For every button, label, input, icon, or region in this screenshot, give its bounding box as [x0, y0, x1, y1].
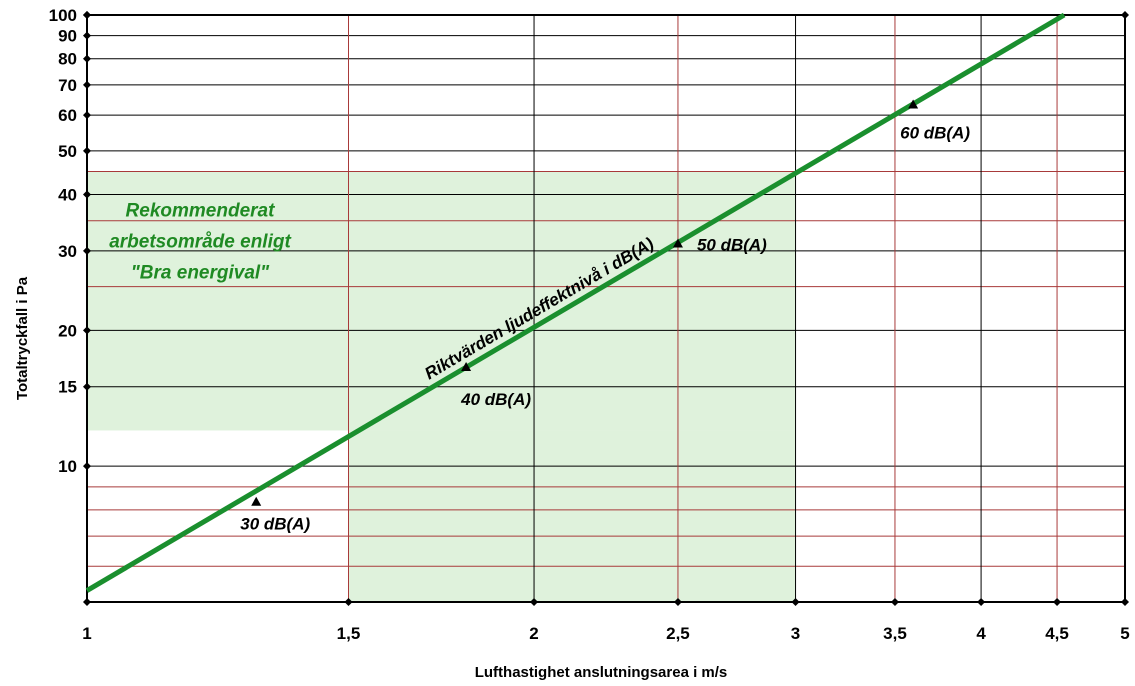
x-tick-label: 2,5 — [666, 624, 690, 643]
x-tick-marker — [83, 598, 91, 606]
y-tick-label: 10 — [58, 457, 77, 476]
region-label-line: Rekommenderat — [126, 200, 276, 221]
y-tick-marker — [83, 462, 91, 471]
corner-marker — [1121, 11, 1129, 19]
x-tick-marker — [1121, 598, 1129, 606]
y-tick-marker — [83, 146, 91, 155]
y-tick-marker — [83, 31, 91, 40]
x-tick-label: 3 — [791, 624, 800, 643]
y-tick-label: 60 — [58, 106, 77, 125]
x-tick-marker — [791, 598, 800, 606]
x-tick-label: 1 — [82, 624, 91, 643]
x-axis-title: Lufthastighet anslutningsarea i m/s — [475, 664, 728, 681]
plot-frame — [86, 14, 1126, 603]
x-tick-label: 4 — [976, 624, 986, 643]
marker-label: 60 dB(A) — [900, 124, 970, 143]
y-axis-title: Totaltryckfall i Pa — [14, 276, 31, 400]
marker-triangle — [251, 496, 262, 506]
y-tick-marker — [83, 54, 91, 63]
marker-triangle — [672, 238, 683, 248]
y-tick-marker — [83, 111, 91, 120]
series-line — [85, 12, 1066, 593]
recommended-region — [87, 171, 796, 602]
x-tick-label: 5 — [1120, 624, 1129, 643]
x-tick-marker — [673, 598, 682, 606]
x-tick-label: 4,5 — [1045, 624, 1069, 643]
y-tick-label: 90 — [58, 27, 77, 46]
y-tick-label: 100 — [49, 6, 77, 25]
y-tick-marker — [83, 326, 91, 335]
x-tick-marker — [344, 598, 353, 606]
region-lower-area — [348, 430, 796, 602]
y-tick-marker — [83, 11, 91, 19]
y-tick-marker — [83, 382, 91, 391]
marker-layer: 30 dB(A) 40 dB(A) 50 dB(A) 60 dB(A) — [240, 99, 970, 534]
y-tick-label: 30 — [58, 242, 77, 261]
y-tick-label: 50 — [58, 142, 77, 161]
tick-layer: 10 15 20 30 40 50 60 70 80 90 100 1 1,5 2 2,5 3 3,5 4 4,5 5 — [49, 6, 1130, 643]
x-tick-label: 2 — [529, 624, 538, 643]
region-upper-area — [87, 171, 796, 431]
marker-label: 40 dB(A) — [460, 390, 531, 409]
marker-label: 30 dB(A) — [240, 515, 310, 534]
y-tick-label: 70 — [58, 76, 77, 95]
region-label-line: arbetsområde enligt — [109, 231, 291, 252]
y-tick-label: 40 — [58, 186, 77, 205]
y-tick-label: 20 — [58, 321, 77, 340]
marker-label: 50 dB(A) — [697, 235, 767, 254]
marker-triangle — [461, 362, 472, 372]
x-tick-label: 1,5 — [337, 624, 361, 643]
x-tick-label: 3,5 — [883, 624, 907, 643]
x-tick-marker — [977, 598, 986, 606]
y-tick-label: 15 — [58, 378, 77, 397]
marker-triangle — [908, 99, 919, 109]
x-tick-marker — [530, 598, 539, 606]
series-layer — [85, 12, 1066, 593]
region-label: Rekommenderat arbetsområde enligt "Bra ene… — [109, 200, 291, 283]
x-tick-marker — [1053, 598, 1062, 606]
y-tick-marker — [83, 190, 91, 199]
y-tick-marker — [83, 246, 91, 255]
region-label-line: "Bra energival" — [131, 262, 270, 283]
y-tick-label: 80 — [58, 50, 77, 69]
x-tick-marker — [890, 598, 899, 606]
y-tick-marker — [83, 80, 91, 89]
